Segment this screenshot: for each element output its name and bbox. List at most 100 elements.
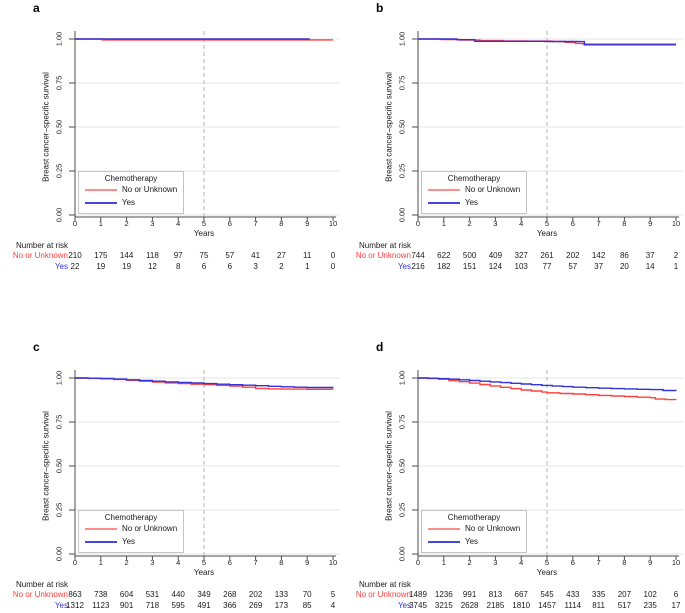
risk-value: 86 xyxy=(619,251,629,260)
risk-value: 1489 xyxy=(409,590,427,599)
risk-value: 811 xyxy=(592,601,605,610)
risk-value: 2 xyxy=(673,251,679,260)
x-tick-label: 3 xyxy=(493,558,498,567)
risk-value: 124 xyxy=(488,262,503,271)
y-tick-label: 0.75 xyxy=(397,75,407,91)
risk-value: 1312 xyxy=(66,601,84,610)
risk-value: 70 xyxy=(302,590,312,599)
x-tick-label: 7 xyxy=(596,219,601,228)
risk-value: 1114 xyxy=(564,601,582,610)
legend-label: No or Unknown xyxy=(122,185,178,194)
x-tick-label: 10 xyxy=(671,558,681,567)
y-tick-label: 0.00 xyxy=(54,207,64,223)
x-tick-label: 4 xyxy=(519,558,524,567)
risk-value: 0 xyxy=(330,262,336,271)
y-axis-title: Breast cancer–specific survival xyxy=(384,72,394,182)
red-line-sample xyxy=(428,188,460,191)
risk-value: 1123 xyxy=(92,601,110,610)
risk-value: 1457 xyxy=(538,601,556,610)
y-tick-label: 1.00 xyxy=(54,370,64,386)
risk-value: 19 xyxy=(122,262,132,271)
blue-line-sample xyxy=(85,201,117,204)
risk-value: 2185 xyxy=(486,601,505,610)
legend-label: No or Unknown xyxy=(465,524,521,533)
y-tick-label: 0.00 xyxy=(397,546,407,562)
panel-b: b Breast cancer–specific survival Chemot… xyxy=(343,0,685,274)
y-axis-title: Breast cancer–specific survival xyxy=(384,411,394,521)
y-tick-label: 0.50 xyxy=(397,458,407,474)
x-tick-label: 2 xyxy=(124,558,129,567)
risk-value: 4 xyxy=(330,601,336,610)
risk-value: 142 xyxy=(591,251,606,260)
y-tick-label: 0.75 xyxy=(397,414,407,430)
legend-item: No or Unknown xyxy=(422,522,526,535)
x-tick-label: 10 xyxy=(328,219,338,228)
y-tick-label: 0.25 xyxy=(54,502,64,518)
x-tick-label: 2 xyxy=(124,219,129,228)
risk-value: 1810 xyxy=(512,601,531,610)
risk-value: 173 xyxy=(274,601,289,610)
survival-curve-no-or-unknown xyxy=(418,377,677,401)
red-line-sample xyxy=(428,527,460,530)
x-axis-title: Years xyxy=(536,229,558,238)
risk-value: 19 xyxy=(96,262,106,271)
risk-value: 595 xyxy=(171,601,185,610)
x-tick-label: 0 xyxy=(72,558,78,567)
risk-value: 813 xyxy=(488,590,503,599)
risk-value: 500 xyxy=(462,251,477,260)
risk-value: 2 xyxy=(279,262,284,271)
legend-item: Yes xyxy=(422,196,526,209)
x-tick-label: 10 xyxy=(671,219,681,228)
survival-curve-yes xyxy=(418,38,676,46)
risk-value: 182 xyxy=(437,262,451,271)
x-tick-label: 4 xyxy=(519,219,524,228)
x-tick-label: 1 xyxy=(98,558,103,567)
number-at-risk-header: Number at risk xyxy=(15,241,68,250)
x-tick-label: 3 xyxy=(150,558,155,567)
legend-item: Yes xyxy=(79,535,183,548)
x-tick-label: 8 xyxy=(622,558,627,567)
x-tick-label: 1 xyxy=(98,219,103,228)
risk-value: 103 xyxy=(514,262,528,271)
risk-value: 210 xyxy=(68,251,82,260)
y-tick-label: 0.75 xyxy=(54,75,64,91)
risk-value: 0 xyxy=(330,251,336,260)
x-tick-label: 8 xyxy=(279,558,284,567)
risk-value: 12 xyxy=(147,262,157,271)
risk-value: 14 xyxy=(645,262,655,271)
panel-a: a Breast cancer–specific survival Chemot… xyxy=(0,0,342,274)
risk-value: 216 xyxy=(411,262,425,271)
x-tick-label: 5 xyxy=(201,558,207,567)
risk-value: 622 xyxy=(437,251,451,260)
risk-value: 118 xyxy=(146,251,159,260)
risk-value: 3215 xyxy=(434,601,453,610)
panel-c: c Breast cancer–specific survival Chemot… xyxy=(0,339,342,613)
km-plot-d xyxy=(412,370,683,560)
risk-row-label: No or Unknown xyxy=(355,590,411,599)
risk-value: 20 xyxy=(619,262,629,271)
legend-title: Chemotherapy xyxy=(104,174,158,183)
x-tick-label: 9 xyxy=(305,558,310,567)
legend-item: No or Unknown xyxy=(79,183,183,196)
risk-value: 433 xyxy=(566,590,580,599)
y-tick-label: 0.50 xyxy=(54,119,64,135)
risk-value: 144 xyxy=(119,251,134,260)
risk-value: 667 xyxy=(514,590,528,599)
y-tick-label: 0.50 xyxy=(54,458,64,474)
x-tick-label: 6 xyxy=(570,219,575,228)
legend-title: Chemotherapy xyxy=(104,513,158,522)
risk-value: 261 xyxy=(540,251,554,260)
risk-value: 991 xyxy=(462,590,477,599)
risk-value: 268 xyxy=(223,590,237,599)
panel-letter: d xyxy=(376,340,384,354)
x-tick-label: 0 xyxy=(415,219,421,228)
km-plot-c xyxy=(69,370,340,560)
x-tick-label: 4 xyxy=(176,558,181,567)
blue-line-sample xyxy=(428,201,460,204)
blue-line-sample xyxy=(428,540,460,543)
risk-value: 1236 xyxy=(434,590,453,599)
risk-value: 133 xyxy=(274,590,289,599)
x-tick-label: 5 xyxy=(544,219,550,228)
survival-curve-yes xyxy=(75,377,334,389)
x-tick-label: 2 xyxy=(467,558,472,567)
